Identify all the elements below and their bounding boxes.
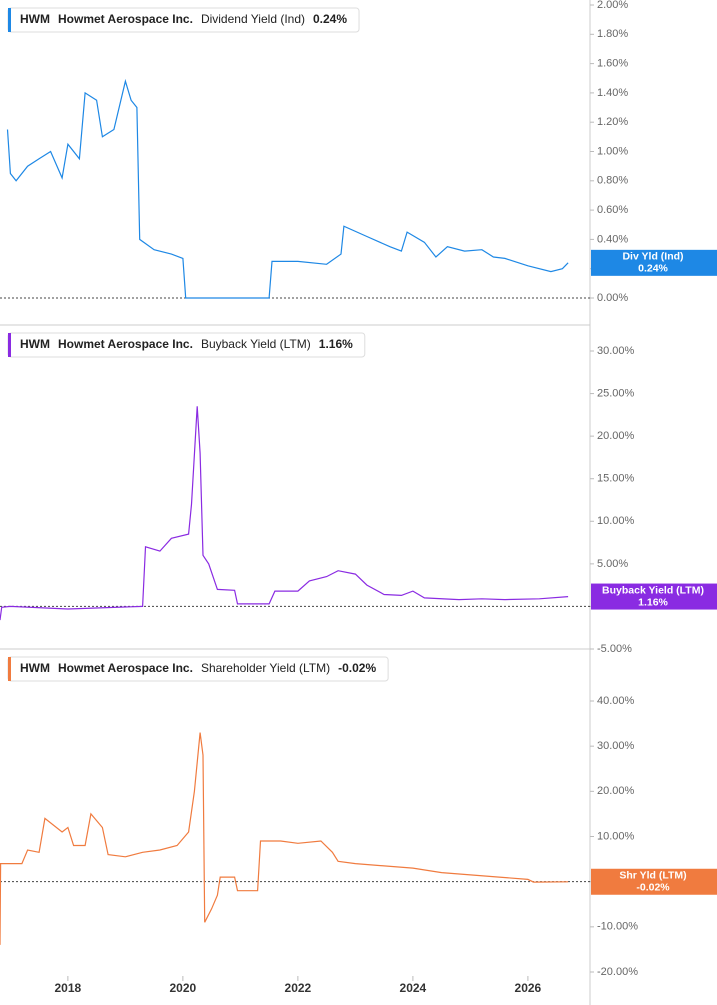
current-marker-value: -0.02% [636,882,670,894]
header-company: Howmet Aerospace Inc. [58,661,193,675]
y-tick-label: 15.00% [597,473,635,485]
x-tick-label: 2020 [170,981,197,995]
y-tick-label: 30.00% [597,740,635,752]
current-marker-box [591,583,717,610]
current-marker-name: Buyback Yield (LTM) [602,584,704,596]
y-tick-label: -10.00% [597,921,638,933]
current-marker-value: 1.16% [638,596,668,608]
header-company: Howmet Aerospace Inc. [58,337,193,351]
y-tick-label: 0.40% [597,233,628,245]
current-marker: Div Yld (Ind)0.24% [591,249,717,276]
header-ticker: HWM [20,337,50,351]
y-tick-label: 2.00% [597,0,628,11]
y-tick-label: 20.00% [597,785,635,797]
header-title: Shareholder Yield (LTM) [201,661,330,675]
header-company: Howmet Aerospace Inc. [58,12,193,26]
header-title: Dividend Yield (Ind) [201,12,305,26]
y-tick-label: 10.00% [597,515,635,527]
y-tick-label: 20.00% [597,430,635,442]
current-marker-box [591,868,717,895]
header-value: 0.24% [313,12,347,26]
data-line [0,732,569,945]
header-accent [8,333,11,357]
y-tick-label: 25.00% [597,387,635,399]
data-line [6,78,569,299]
y-tick-label: 10.00% [597,830,635,842]
y-tick-label: 0.00% [597,292,628,304]
x-tick-label: 2026 [515,981,542,995]
current-marker: Buyback Yield (LTM)1.16% [591,583,717,610]
y-tick-label: 1.60% [597,58,628,70]
data-line [0,406,569,621]
x-tick-label: 2024 [400,981,427,995]
y-tick-label: 1.20% [597,116,628,128]
current-marker-name: Shr Yld (LTM) [619,870,686,882]
current-marker: Shr Yld (LTM)-0.02% [591,868,717,895]
current-marker-box [591,249,717,276]
header-ticker: HWM [20,12,50,26]
y-tick-label: 40.00% [597,695,635,707]
y-tick-label: -20.00% [597,966,638,978]
header-accent [8,8,11,32]
current-marker-value: 0.24% [638,263,668,275]
x-tick-label: 2018 [55,981,82,995]
header-accent [8,657,11,681]
y-tick-label: 5.00% [597,558,628,570]
header-value: -0.02% [338,661,376,675]
y-tick-label: 1.40% [597,87,628,99]
header-value: 1.16% [319,337,353,351]
y-tick-label: 0.80% [597,175,628,187]
header-ticker: HWM [20,661,50,675]
y-tick-label: 1.00% [597,145,628,157]
header-title: Buyback Yield (LTM) [201,337,311,351]
y-tick-label: 30.00% [597,345,635,357]
y-tick-label: -5.00% [597,643,632,655]
current-marker-name: Div Yld (Ind) [622,251,683,263]
x-tick-label: 2022 [285,981,312,995]
y-tick-label: 0.60% [597,204,628,216]
y-tick-label: 1.80% [597,28,628,40]
